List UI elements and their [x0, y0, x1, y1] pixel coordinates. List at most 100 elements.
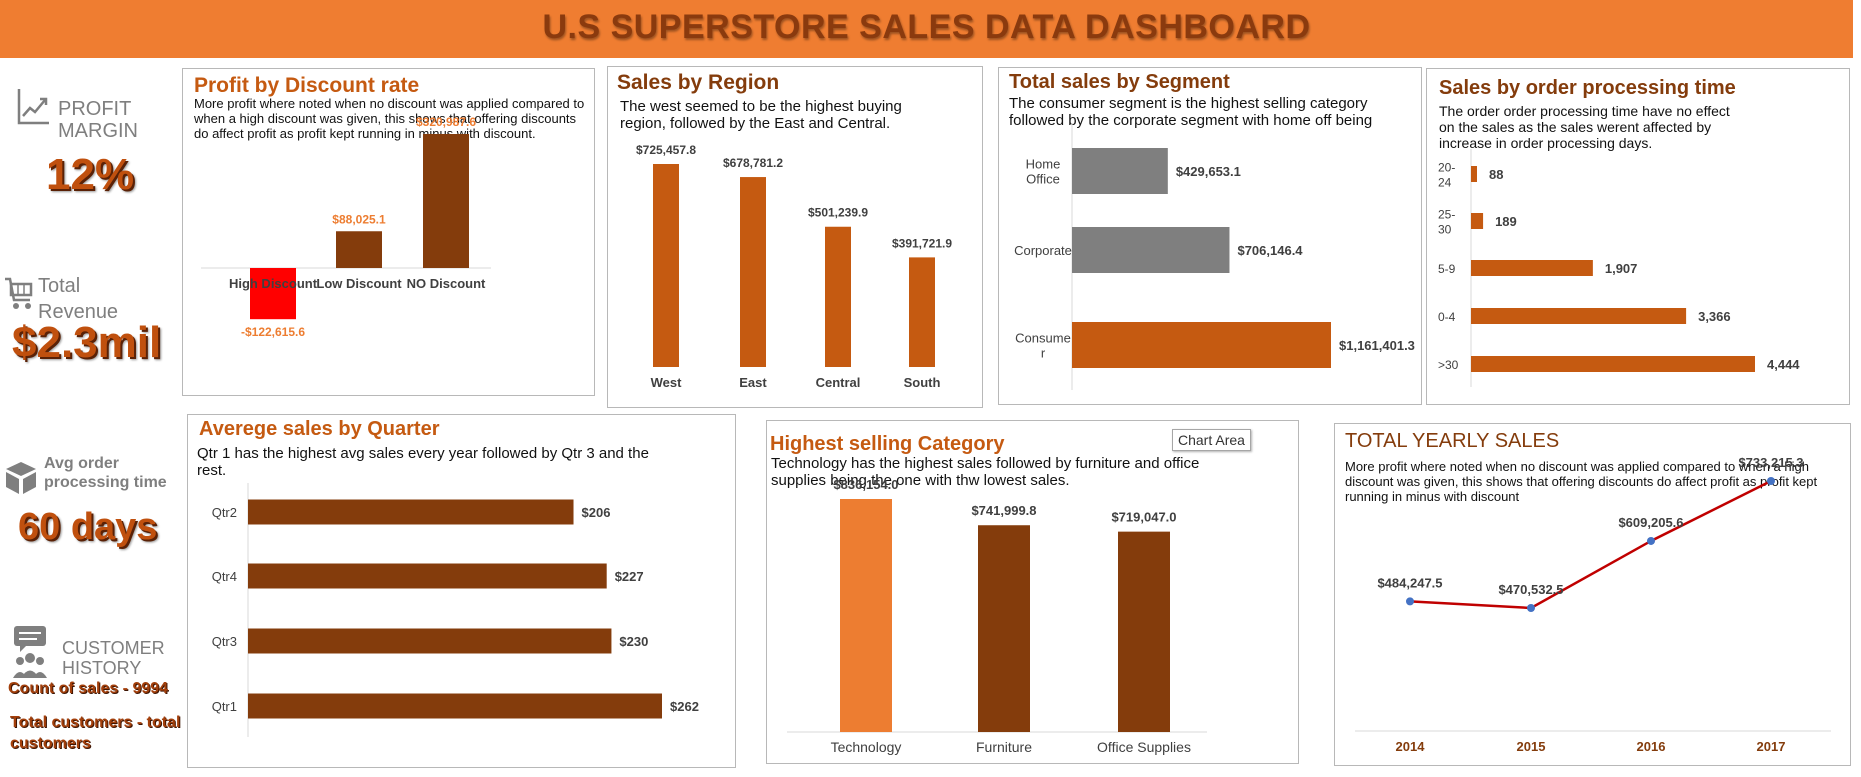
category-chart[interactable]: $836,154.0 Technology $741,999.8 Furniture $… — [767, 421, 1298, 763]
tick-label: 2015 — [1517, 739, 1546, 754]
data-point — [1647, 536, 1655, 545]
bar — [740, 177, 766, 367]
processing-chart[interactable]: 88 20-24 189 25-30 1,907 5-9 3,366 0-4 4,444 >30 — [1427, 69, 1849, 404]
tick-label: 2016 — [1637, 739, 1666, 754]
tick-label: 24 — [1438, 176, 1452, 190]
dashboard-banner: U.S SUPERSTORE SALES DATA DASHBOARD — [0, 0, 1853, 58]
data-label: 1,907 — [1605, 261, 1638, 276]
highest-selling-category-panel[interactable]: Highest selling Category Technology has … — [766, 420, 1299, 764]
avg-sales-by-quarter-panel[interactable]: Averege sales by Quarter Qtr 1 has the h… — [187, 414, 736, 768]
customers-icon — [13, 626, 47, 678]
bar — [1471, 356, 1755, 372]
avg-processing-label-1: Avg order — [44, 455, 119, 472]
tick-label: Qtr3 — [212, 634, 237, 649]
bar — [978, 525, 1030, 732]
data-label: $719,047.0 — [1111, 510, 1176, 525]
data-label: $501,239.9 — [808, 206, 868, 220]
total-yearly-sales-panel[interactable]: TOTAL YEARLY SALES More profit where not… — [1334, 423, 1851, 766]
bar — [909, 257, 935, 367]
tick-label: >30 — [1438, 358, 1459, 372]
data-label: $320,987.6 — [416, 115, 476, 129]
data-label: $725,457.8 — [636, 143, 696, 157]
sales-by-segment-panel[interactable]: Total sales by Segment The consumer segm… — [998, 67, 1422, 405]
tick-label: 5-9 — [1438, 262, 1456, 276]
data-label: $391,721.9 — [892, 236, 952, 250]
tick-label: Office — [1026, 172, 1060, 187]
total-customers-text-1: Total customers - total — [10, 714, 181, 731]
tick-label: West — [651, 375, 682, 390]
series-line — [1409, 479, 1772, 610]
data-label: $706,146.4 — [1237, 243, 1303, 258]
tick-label: Central — [816, 375, 861, 390]
panel-title: TOTAL YEARLY SALES — [1345, 430, 1560, 452]
bar — [840, 499, 892, 732]
panel-description: The west seemed to be the highest buying… — [620, 98, 902, 132]
count-of-sales-text: Count of sales - 9994 — [8, 680, 169, 697]
avg-processing-label-2: processing time — [44, 474, 167, 491]
bar — [1072, 227, 1230, 273]
total-revenue-label-2: Revenue — [38, 301, 119, 323]
panel-title: Profit by Discount rate — [194, 74, 420, 97]
panel-title: Highest selling Category — [770, 433, 1005, 455]
panel-description: The consumer segment is the highest sell… — [1009, 95, 1373, 129]
panel-description: Technology has the highest sales followe… — [771, 455, 1200, 489]
region-chart[interactable]: $725,457.8 West $678,781.2 East $501,239.9 Ce… — [608, 67, 982, 407]
data-label: $836,154.0 — [833, 477, 898, 492]
tick-label: Furniture — [976, 739, 1032, 755]
bar — [248, 628, 612, 654]
trend-chart-icon — [17, 89, 49, 125]
profit-margin-label: PROFIT MARGIN — [58, 98, 138, 142]
profit-by-discount-panel[interactable]: Profit by Discount rate More profit wher… — [182, 68, 595, 396]
panel-description: More profit where noted when no discount… — [1345, 459, 1818, 504]
data-label: $741,999.8 — [971, 503, 1036, 518]
bar — [1072, 148, 1168, 194]
tick-label: r — [1041, 346, 1046, 361]
tick-label: Office Supplies — [1097, 739, 1191, 755]
bar — [250, 268, 296, 320]
panel-title: Total sales by Segment — [1009, 71, 1230, 93]
box-icon — [6, 462, 36, 494]
tick-label: Qtr2 — [212, 505, 237, 520]
data-label: $227 — [615, 569, 644, 584]
data-label: $733,215.3 — [1738, 455, 1803, 470]
tick-label: Home — [1026, 157, 1061, 172]
yearly-chart[interactable]: $484,247.5 2014 $470,532.5 2015 $609,205.6 20… — [1335, 424, 1850, 765]
discount-chart[interactable]: -$122,615.6 High Discount $88,025.1 Low Dis… — [183, 69, 594, 395]
sales-by-region-panel[interactable]: Sales by Region The west seemed to be th… — [607, 66, 983, 408]
total-revenue-label-1: Total — [38, 275, 81, 297]
bar — [248, 693, 662, 719]
tick-label: Corporate — [1014, 243, 1072, 258]
panel-title: Sales by Region — [617, 71, 780, 94]
profit-margin-value: 12% — [46, 150, 135, 199]
tick-label: 25- — [1438, 208, 1455, 222]
data-label: $609,205.6 — [1618, 515, 1683, 530]
data-label: $1,161,401.3 — [1339, 338, 1415, 353]
tick-label: East — [739, 375, 767, 390]
bar — [423, 134, 469, 268]
total-revenue-value: $2.3mil — [12, 318, 162, 367]
data-label: $206 — [582, 505, 611, 520]
tick-label: Low Discount — [316, 276, 402, 291]
panel-description: Qtr 1 has the highest avg sales every ye… — [197, 445, 649, 479]
data-label: 3,366 — [1698, 309, 1731, 324]
panel-title: Averege sales by Quarter — [199, 418, 440, 440]
data-label: $484,247.5 — [1377, 575, 1442, 590]
quarter-chart[interactable]: $206 Qtr2 $227 Qtr4 $230 Qtr3 $262 Qtr1 — [188, 415, 735, 767]
bar — [1471, 213, 1484, 229]
sales-by-processing-panel[interactable]: Sales by order processing time The order… — [1426, 68, 1850, 405]
data-label: $230 — [619, 634, 648, 649]
data-label: -$122,615.6 — [241, 325, 305, 339]
tick-label: Qtr4 — [212, 569, 237, 584]
tick-label: 30 — [1438, 223, 1452, 237]
bar — [248, 499, 574, 525]
bar — [336, 231, 382, 268]
data-label: $88,025.1 — [332, 212, 386, 226]
bar — [825, 226, 851, 367]
data-label: 88 — [1489, 167, 1503, 182]
data-label: 4,444 — [1767, 357, 1800, 372]
bar — [1072, 322, 1331, 368]
tick-label: Technology — [831, 739, 902, 755]
shopping-cart-icon — [5, 277, 33, 309]
tick-label: High Discount — [229, 276, 318, 291]
